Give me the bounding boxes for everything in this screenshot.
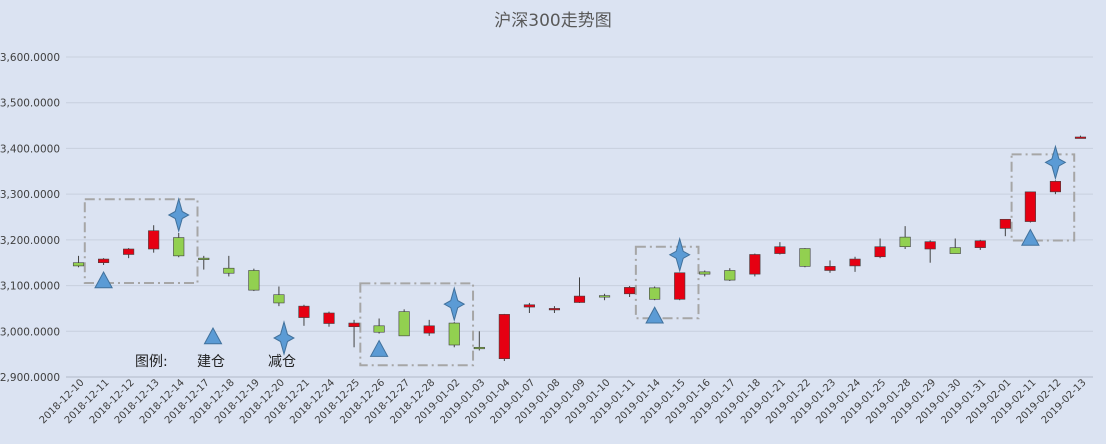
chart-title: 沪深300走势图 bbox=[494, 11, 611, 31]
signal-markers bbox=[94, 144, 1067, 357]
candle-body bbox=[849, 258, 861, 267]
candle-body bbox=[173, 237, 185, 257]
candle-body bbox=[448, 322, 460, 346]
sell-marker bbox=[443, 286, 466, 322]
candle-body bbox=[949, 247, 961, 254]
y-tick-label: 3,500.0000 bbox=[0, 98, 60, 110]
signal-box bbox=[83, 198, 199, 285]
candle-body bbox=[899, 236, 911, 248]
y-tick-label: 2,900.0000 bbox=[0, 372, 60, 384]
legend-buy-label: 建仓 bbox=[197, 354, 225, 370]
y-axis: 2,900.0000 3,000.0000 3,100.0000 3,200.0000… bbox=[0, 52, 60, 384]
buy-marker bbox=[1020, 228, 1040, 246]
legend-buy-icon bbox=[203, 326, 223, 345]
candles bbox=[72, 135, 1087, 361]
candle-body bbox=[749, 254, 761, 275]
candle-body bbox=[824, 266, 836, 271]
sell-marker bbox=[1044, 144, 1067, 181]
y-tick-label: 3,300.0000 bbox=[0, 189, 60, 201]
candle-body bbox=[323, 312, 335, 324]
signal-box bbox=[634, 245, 700, 320]
candle-body bbox=[649, 287, 661, 300]
candle-body bbox=[1074, 136, 1087, 139]
y-tick-label: 3,100.0000 bbox=[0, 281, 60, 293]
candle-body bbox=[548, 308, 561, 311]
sell-marker bbox=[668, 236, 691, 273]
candle-body bbox=[1049, 181, 1061, 193]
candle-body bbox=[774, 246, 786, 254]
buy-marker bbox=[369, 339, 389, 357]
y-tick-label: 3,200.0000 bbox=[0, 235, 60, 247]
signal-box bbox=[1010, 153, 1076, 242]
signal-boxes bbox=[83, 153, 1076, 367]
grid-lines bbox=[66, 56, 1093, 378]
candle-body bbox=[473, 346, 485, 350]
y-tick-label: 3,600.0000 bbox=[0, 52, 60, 64]
legend-label: 图例: bbox=[135, 354, 168, 370]
candle-body bbox=[498, 314, 510, 360]
buy-marker bbox=[645, 306, 665, 324]
sell-marker bbox=[167, 197, 190, 233]
legend-sell-label: 减仓 bbox=[268, 354, 296, 370]
y-tick-label: 3,000.0000 bbox=[0, 326, 60, 338]
candle-body bbox=[523, 304, 535, 308]
candle-body bbox=[398, 311, 410, 337]
candle-body bbox=[874, 246, 886, 258]
candle-body bbox=[598, 295, 611, 298]
candle-body bbox=[624, 287, 636, 295]
candle-body bbox=[348, 322, 360, 328]
candle-body bbox=[248, 270, 260, 291]
buy-marker bbox=[94, 270, 113, 289]
candle-body bbox=[674, 272, 686, 300]
candle-body bbox=[273, 294, 285, 304]
candle-body bbox=[98, 258, 110, 264]
candle-body bbox=[198, 257, 210, 260]
candle-body bbox=[573, 295, 586, 303]
candle-body bbox=[423, 325, 435, 334]
candle-body bbox=[223, 267, 235, 274]
legend: 图例: 建仓 减仓 bbox=[135, 320, 296, 370]
candle-body bbox=[974, 240, 986, 248]
candle-body bbox=[799, 248, 811, 267]
candle-body bbox=[373, 325, 385, 333]
candle-body bbox=[72, 262, 85, 267]
candle-body bbox=[699, 271, 711, 275]
candle-body bbox=[999, 218, 1011, 229]
candle-body bbox=[148, 230, 160, 250]
candle-body bbox=[724, 270, 736, 281]
signal-box bbox=[359, 282, 475, 367]
legend-sell-icon bbox=[273, 320, 295, 356]
candle-body bbox=[1024, 191, 1036, 222]
x-axis: 2018-12-102018-12-112018-12-122018-12-13… bbox=[38, 376, 1093, 426]
y-tick-label: 3,400.0000 bbox=[0, 143, 60, 155]
candle-body bbox=[123, 248, 135, 255]
candle-body bbox=[298, 305, 310, 318]
candle-body bbox=[924, 241, 936, 250]
